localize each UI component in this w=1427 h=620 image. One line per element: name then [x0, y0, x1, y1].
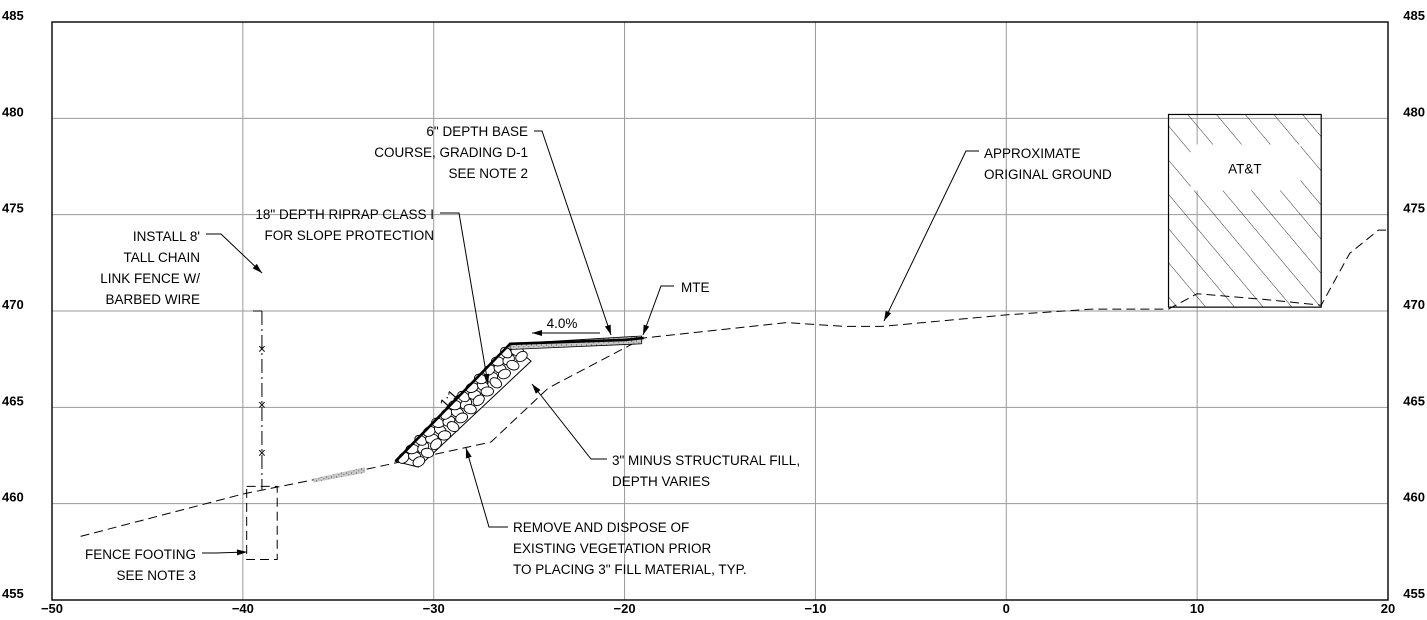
structural-fill-leader-arrowhead [532, 384, 541, 394]
base-course-note-3: SEE NOTE 2 [448, 166, 528, 181]
y-tick-label-left: 460 [2, 490, 24, 505]
mte-leader-arrowhead [643, 324, 650, 335]
y-tick-label-left: 455 [2, 586, 24, 601]
structural-fill-note-2: DEPTH VARIES [612, 474, 710, 489]
mte-label: MTE [681, 280, 710, 295]
riprap-rock [472, 394, 485, 407]
y-tick-label-right: 465 [1403, 393, 1425, 408]
annotations: 6" DEPTH BASE COURSE, GRADING D-1 SEE NO… [85, 124, 1112, 583]
fence-footing [246, 485, 278, 561]
riprap-rock [463, 403, 477, 415]
fence-leader-arrowhead [252, 263, 262, 273]
ground-leader [883, 150, 979, 322]
riprap-rock [515, 350, 528, 363]
riprap-rock [506, 359, 520, 371]
riprap-note-1: 18" DEPTH RIPRAP CLASS I [255, 207, 434, 222]
vegetation-note-3: TO PLACING 3" FILL MATERIAL, TYP. [513, 562, 747, 577]
riprap-rock [412, 456, 426, 468]
riprap-rock [455, 412, 469, 424]
vegetation-leader [465, 447, 508, 528]
ground-note-2: ORIGINAL GROUND [984, 167, 1112, 182]
y-tick-label-left: 475 [2, 201, 24, 216]
ground-note-1: APPROXIMATE [984, 146, 1081, 161]
x-tick-label: 20 [1381, 601, 1395, 616]
x-tick-label: −20 [614, 601, 636, 616]
y-tick-label-left: 480 [2, 104, 24, 119]
fence-markers: × × × [252, 310, 266, 461]
vegetation-leader-arrowhead [465, 448, 472, 459]
footing-leader [202, 551, 248, 554]
structural-fill-leader [531, 383, 607, 460]
footing-note-2: SEE NOTE 3 [116, 568, 196, 583]
x-tick-label: −10 [804, 601, 826, 616]
base-course-note-1: 6" DEPTH BASE [426, 124, 528, 139]
proposed-surface-line [394, 336, 644, 463]
att-utility-box [1167, 113, 1322, 308]
riprap-rock [446, 421, 460, 433]
mte-leader [642, 285, 674, 336]
x-tick-label: 0 [1003, 601, 1010, 616]
riprap-rock [497, 368, 511, 380]
y-tick-label-right: 455 [1403, 586, 1425, 601]
footing-leader-arrowhead [236, 549, 247, 556]
fence-note-3: LINK FENCE W/ [100, 271, 200, 286]
fence-note-1: INSTALL 8' [133, 229, 200, 244]
structural-fill-note-1: 3" MINUS STRUCTURAL FILL, [612, 453, 800, 468]
y-tick-label-right: 470 [1403, 297, 1425, 312]
leader-lines [202, 130, 979, 556]
vegetation-strip [313, 467, 365, 483]
x-tick-label: −40 [232, 601, 254, 616]
y-tick-label-right: 485 [1403, 8, 1425, 23]
y-tick-label-right: 460 [1403, 490, 1425, 505]
axis-ticks: −50 −40 −30 −20 −10 0 10 20 455 455 460 460 465 465 47… [2, 8, 1425, 616]
vegetation-note-1: REMOVE AND DISPOSE OF [513, 520, 689, 535]
riprap-rock [480, 386, 494, 397]
vegetation-note-2: EXISTING VEGETATION PRIOR [513, 541, 712, 556]
fence-note-4: BARBED WIRE [105, 292, 200, 307]
riprap-rocks [397, 345, 528, 468]
y-tick-label-left: 465 [2, 393, 24, 408]
base-course-note-2: COURSE, GRADING D-1 [374, 145, 528, 160]
riprap-leader-arrowhead [483, 373, 490, 384]
fence-x-marker: × [258, 342, 266, 357]
x-tick-label: −50 [41, 601, 63, 616]
base-course-leader [534, 130, 612, 336]
riprap-note-2: FOR SLOPE PROTECTION [264, 228, 434, 243]
riprap-rock [430, 438, 442, 451]
plot-frame [51, 21, 1389, 601]
grid [52, 22, 1388, 600]
y-tick-label-left: 470 [2, 297, 24, 312]
riprap-rock [489, 377, 502, 389]
att-label-background [1190, 144, 1301, 191]
fence-x-marker: × [258, 446, 266, 461]
fence-x-marker: × [258, 397, 266, 412]
y-tick-label-left: 485 [2, 8, 24, 23]
riprap-leader [440, 212, 489, 385]
att-label: AT&T [1228, 161, 1262, 176]
fence-note-2: TALL CHAIN [123, 250, 200, 265]
fence-leader [206, 233, 263, 274]
x-tick-label: −30 [423, 601, 445, 616]
section-geometry: AT&T × × × [80, 113, 1388, 561]
footing-note-1: FENCE FOOTING [85, 547, 196, 562]
riprap-rock [420, 447, 435, 458]
grade-arrow-arrowhead [532, 330, 542, 336]
x-tick-label: 10 [1190, 601, 1204, 616]
y-tick-label-right: 475 [1403, 201, 1425, 216]
riprap-rock [437, 430, 452, 441]
base-course-leader-arrowhead [604, 324, 611, 335]
ground-leader-arrowhead [884, 310, 892, 321]
grade-label: 4.0% [547, 316, 578, 331]
y-tick-label-right: 480 [1403, 104, 1425, 119]
